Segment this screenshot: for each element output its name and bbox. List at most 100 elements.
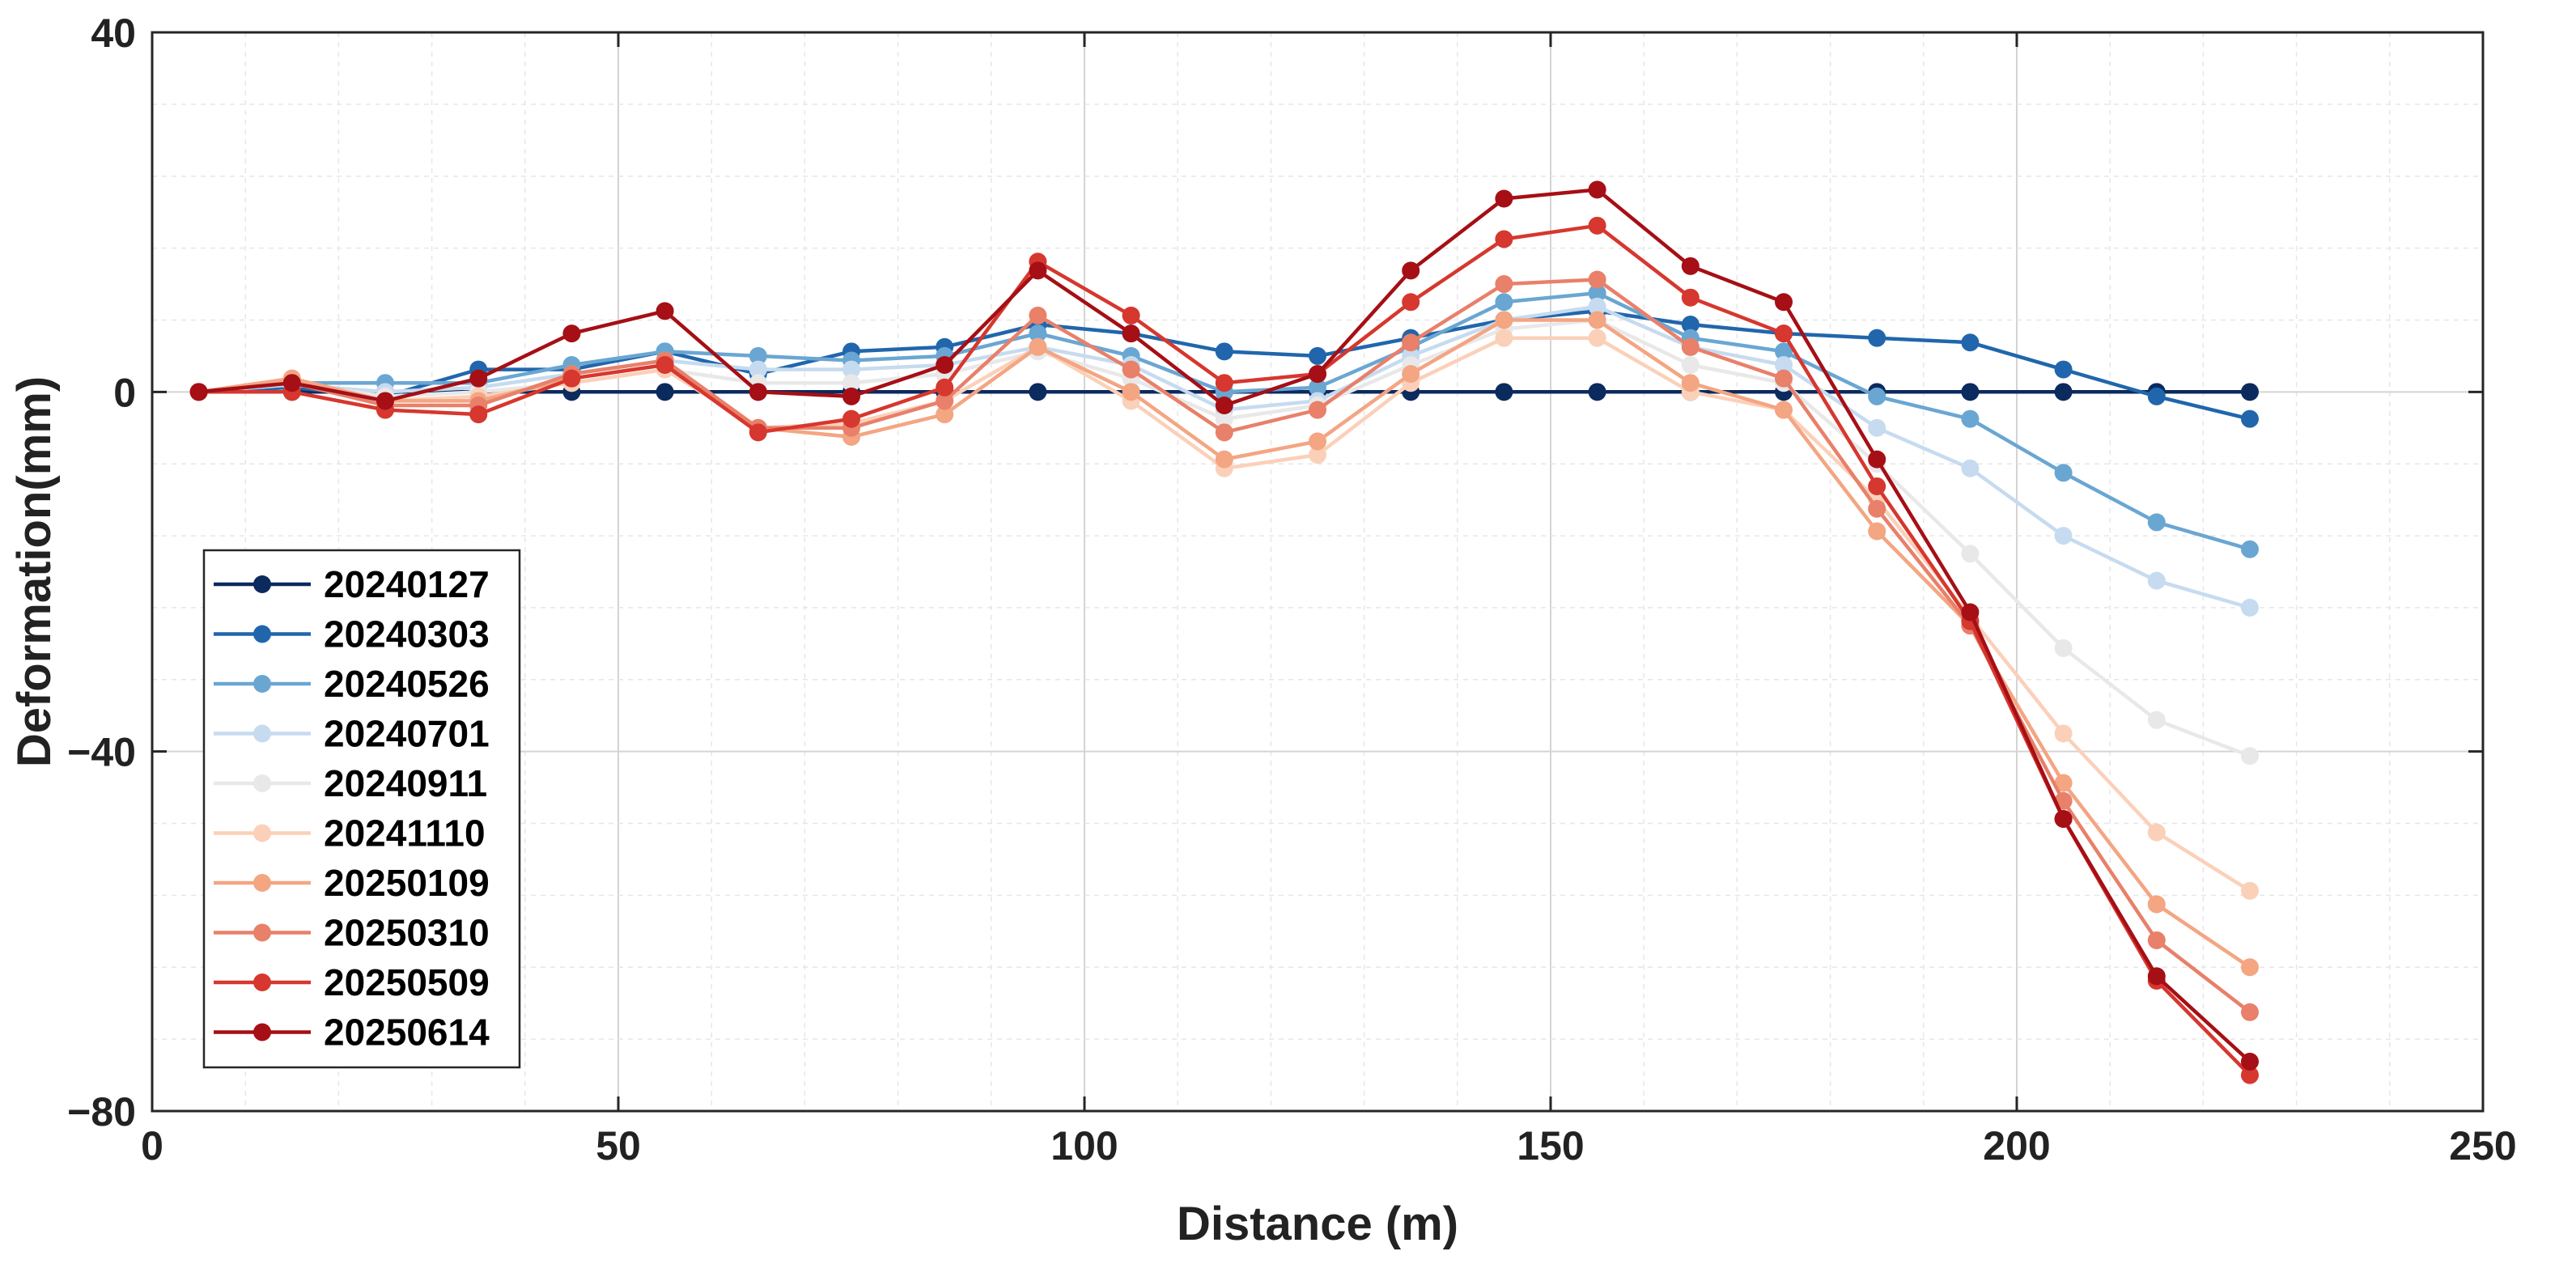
data-point — [1215, 342, 1233, 361]
data-point — [1402, 261, 1420, 280]
data-point — [2054, 638, 2073, 657]
data-point — [1588, 180, 1606, 199]
data-point — [2147, 931, 2166, 949]
data-point — [1961, 383, 1980, 401]
data-point — [2241, 383, 2259, 401]
y-tick-label: 40 — [91, 11, 136, 56]
legend-item: 20240127 — [214, 563, 490, 605]
data-point — [2054, 360, 2073, 379]
legend-label: 20250614 — [324, 1012, 490, 1054]
data-point — [562, 369, 581, 388]
data-point — [1588, 284, 1606, 303]
legend-marker — [253, 774, 271, 792]
legend-label: 20250310 — [324, 912, 490, 954]
data-point — [1309, 432, 1326, 451]
data-point — [1775, 401, 1793, 419]
data-point — [2241, 1066, 2259, 1084]
data-point — [2241, 747, 2259, 766]
data-point — [936, 356, 954, 375]
legend-marker — [253, 973, 271, 991]
legend-label: 20240911 — [324, 762, 487, 804]
data-point — [2147, 571, 2166, 590]
data-point — [936, 378, 954, 397]
legend-label: 20240526 — [324, 663, 490, 705]
y-tick-label: 0 — [113, 370, 136, 415]
data-point — [1961, 459, 1980, 477]
data-point — [1495, 329, 1513, 347]
data-point — [1961, 333, 1980, 352]
data-point — [842, 409, 860, 428]
data-point — [469, 369, 488, 388]
data-point — [1961, 603, 1980, 621]
legend-item: 20250310 — [214, 912, 490, 954]
data-point — [1122, 383, 1140, 401]
legend-label: 20240701 — [324, 713, 490, 755]
legend-label: 20250509 — [324, 961, 490, 1003]
data-point — [1588, 216, 1606, 235]
x-tick-label: 0 — [141, 1123, 163, 1169]
data-point — [1961, 545, 1980, 563]
data-point — [749, 383, 767, 401]
data-point — [282, 374, 301, 392]
data-point — [2147, 823, 2166, 842]
data-point — [1215, 374, 1233, 392]
data-point — [1402, 365, 1420, 384]
data-point — [1681, 288, 1700, 307]
data-point — [1402, 333, 1420, 352]
data-point — [1495, 189, 1513, 208]
legend-label: 20241110 — [324, 812, 486, 855]
data-point — [1215, 423, 1233, 442]
data-point — [1961, 409, 1980, 428]
data-point — [842, 374, 860, 392]
data-point — [1122, 306, 1140, 324]
data-point — [1402, 293, 1420, 312]
data-point — [1495, 230, 1513, 248]
data-point — [1868, 522, 1886, 541]
data-point — [2241, 1052, 2259, 1071]
data-point — [2054, 724, 2073, 743]
data-point — [1122, 360, 1140, 379]
data-point — [1495, 311, 1513, 329]
legend-item: 20240526 — [214, 663, 490, 705]
legend-marker — [253, 923, 271, 942]
data-point — [1029, 306, 1047, 324]
data-point — [2147, 967, 2166, 986]
data-point — [1775, 369, 1793, 388]
data-point — [1215, 409, 1233, 428]
legend: 20240127 20240303 20240526 20240701 20240911… — [202, 549, 521, 1069]
legend-marker — [253, 625, 271, 643]
data-point — [749, 360, 767, 379]
data-point — [1309, 365, 1326, 384]
data-point — [1681, 337, 1700, 356]
legend-label: 20240127 — [324, 563, 490, 605]
data-point — [1868, 418, 1886, 437]
data-point — [1868, 329, 1886, 347]
data-point — [2054, 383, 2073, 401]
data-point — [1495, 383, 1513, 401]
data-point — [656, 383, 674, 401]
data-point — [2054, 527, 2073, 545]
data-point — [2054, 809, 2073, 828]
x-tick-label: 100 — [1050, 1123, 1118, 1169]
x-tick-label: 250 — [2449, 1123, 2516, 1169]
data-point — [2147, 710, 2166, 729]
data-point — [1681, 356, 1700, 375]
data-point — [2241, 598, 2259, 617]
data-point — [1215, 450, 1233, 469]
data-point — [842, 387, 860, 405]
data-point — [1588, 311, 1606, 329]
legend-item: 20240911 — [214, 762, 487, 804]
data-point — [1029, 324, 1047, 343]
data-point — [936, 405, 954, 424]
data-point — [1122, 324, 1140, 343]
data-point — [2241, 1003, 2259, 1021]
legend-marker — [253, 1023, 271, 1041]
legend-item: 20250509 — [214, 961, 490, 1003]
data-point — [1029, 337, 1047, 356]
data-point — [1309, 401, 1326, 419]
legend-item: 20250109 — [214, 862, 490, 904]
data-point — [2054, 464, 2073, 482]
data-point — [2241, 540, 2259, 558]
y-axis-title: Deformation(mm) — [8, 376, 61, 767]
